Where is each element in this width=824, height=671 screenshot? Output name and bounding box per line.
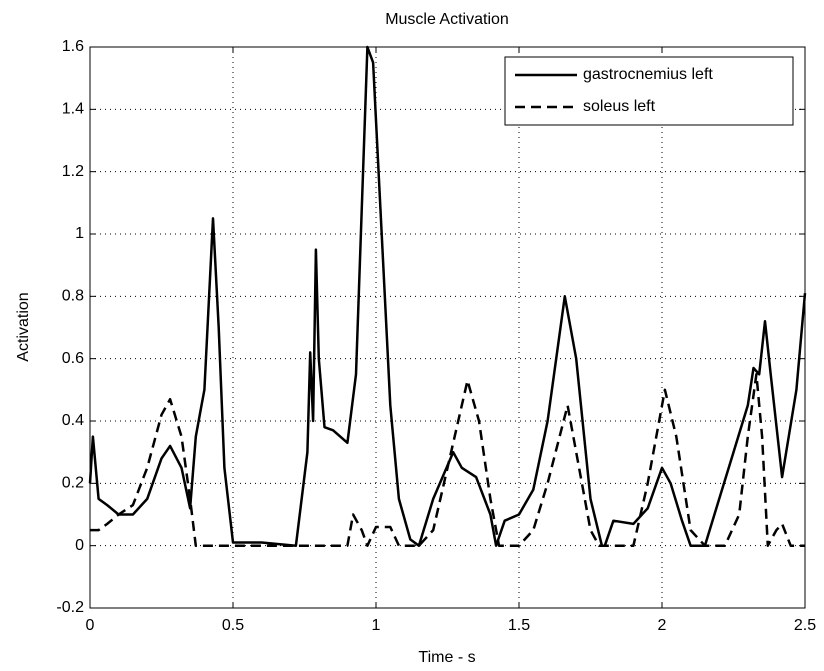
y-axis-label: Activation <box>15 292 32 361</box>
y-tick-label: 1.4 <box>62 101 84 118</box>
x-axis-label: Time - s <box>418 649 475 666</box>
x-tick-label: 0.5 <box>222 617 244 634</box>
chart-title: Muscle Activation <box>385 11 509 28</box>
y-tick-label: 1.2 <box>62 163 84 180</box>
plot-frame <box>89 46 806 609</box>
x-tick-label: 2 <box>658 617 667 634</box>
y-tick-label: 1.6 <box>62 38 84 55</box>
x-tick-label: 0 <box>86 617 95 634</box>
x-tick-label: 1.5 <box>508 617 530 634</box>
data-line <box>90 373 805 547</box>
legend-label: gastrocnemius left <box>583 66 713 83</box>
data-line <box>88 45 807 547</box>
y-tick-label: 0 <box>75 537 84 554</box>
y-tick-label: 0.6 <box>62 350 84 367</box>
y-tick-label: -0.2 <box>56 599 84 616</box>
y-tick-label: 0.2 <box>62 475 84 492</box>
y-tick-label: 0.8 <box>62 288 84 305</box>
legend-box <box>504 56 794 126</box>
legend-label: soleus left <box>583 98 656 115</box>
x-tick-label: 2.5 <box>794 617 816 634</box>
y-tick-label: 0.4 <box>62 412 84 429</box>
y-tick-label: 1 <box>75 225 84 242</box>
x-tick-label: 1 <box>372 617 381 634</box>
